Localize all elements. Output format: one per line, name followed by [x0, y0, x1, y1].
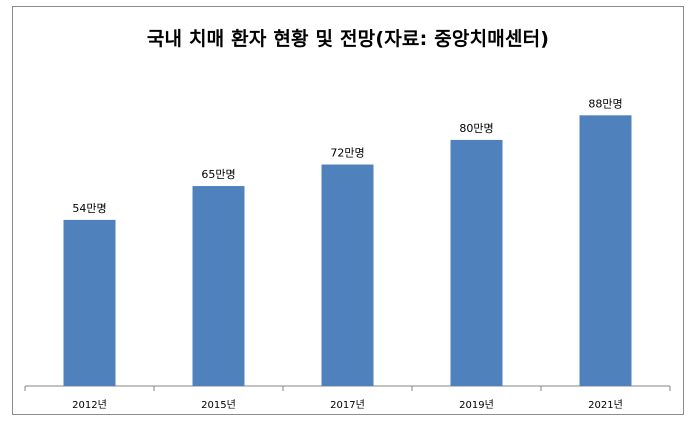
x-tick-label: 2019년: [459, 399, 494, 411]
bar-2012년: [63, 219, 116, 386]
x-tick-label: 2017년: [330, 399, 365, 411]
data-label: 72만명: [330, 147, 364, 160]
bar-2021년: [579, 115, 632, 386]
data-label: 88만명: [588, 97, 622, 110]
bar-2019년: [450, 139, 503, 386]
data-label: 80만명: [459, 122, 493, 135]
bar-2017년: [321, 164, 374, 386]
data-label: 54만명: [72, 202, 106, 215]
bar-2015년: [192, 186, 245, 386]
x-tick-label: 2012년: [72, 399, 107, 411]
data-label: 65만명: [201, 168, 235, 181]
chart-title: 국내 치매 환자 현황 및 전망(자료: 중앙치매센터): [146, 28, 550, 50]
x-tick-label: 2021년: [588, 399, 623, 411]
x-tick-label: 2015년: [201, 399, 236, 411]
